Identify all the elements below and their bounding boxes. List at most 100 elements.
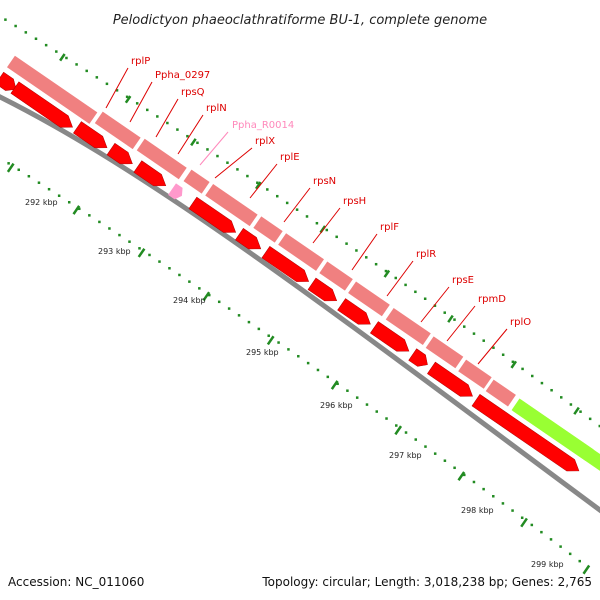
map-title: Pelodictyon phaeoclathratiforme BU-1, co…	[113, 13, 487, 28]
gene-leader-line	[105, 67, 129, 109]
tick-dot	[277, 341, 280, 344]
tick-dot	[115, 89, 119, 92]
tick-dot	[246, 174, 249, 178]
gene-label: Ppha_0297	[155, 70, 210, 81]
tick-dot	[105, 82, 109, 86]
gene-arrow	[10, 81, 73, 128]
kbp-label: 293 kbp	[98, 247, 131, 256]
tick-dot	[256, 181, 259, 185]
tick-major	[254, 181, 262, 190]
gene-block-outer	[278, 233, 324, 271]
tick-dot	[17, 168, 20, 172]
tick-dot	[326, 375, 330, 379]
tick-major	[266, 335, 275, 346]
tick-dot	[75, 63, 78, 66]
kbp-label: 296 kbp	[320, 401, 353, 410]
tick-dot	[236, 168, 239, 171]
tick-dot	[453, 466, 456, 470]
tick-dot	[472, 480, 476, 484]
tick-dot	[55, 50, 58, 53]
gene-leader-line	[199, 131, 229, 166]
tick-dot	[463, 473, 466, 477]
tick-dot	[65, 56, 68, 60]
gene-block-outer	[205, 183, 258, 227]
tick-dot	[217, 300, 221, 304]
gene-arrow	[369, 321, 410, 352]
tick-dot	[346, 389, 349, 392]
tick-dot	[395, 424, 398, 427]
gene-label: rplF	[380, 222, 399, 233]
tick-dot	[188, 280, 191, 283]
outer-gene-track	[6, 55, 600, 480]
tick-dot	[355, 396, 359, 399]
tick-dot	[365, 403, 369, 406]
gene-label: rplX	[255, 136, 275, 147]
gene-leader-line	[177, 114, 204, 155]
gene-leader-line	[386, 260, 414, 297]
gene-leader-line	[312, 207, 341, 244]
tick-dot	[305, 215, 309, 218]
gene-label: rpsE	[452, 275, 474, 286]
gene-leader-line	[477, 328, 508, 365]
tick-dot	[472, 332, 476, 335]
tick-dot	[44, 43, 48, 47]
tick-major	[202, 291, 211, 302]
tick-dot	[315, 221, 319, 225]
gene-leader-line	[129, 81, 153, 123]
gene-label: rplR	[416, 249, 436, 260]
gene-arrow	[73, 121, 108, 149]
kbp-label: 298 kbp	[461, 506, 494, 515]
tick-dot	[530, 523, 534, 527]
gene-block-outer	[136, 138, 187, 180]
tick-dot	[37, 181, 41, 184]
tick-dot	[501, 502, 505, 505]
tick-dot	[237, 314, 241, 317]
tick-dot	[531, 374, 534, 378]
tick-dot	[414, 438, 418, 441]
tick-dot	[540, 530, 543, 534]
tick-dot	[108, 227, 111, 230]
tick-dot	[206, 148, 209, 151]
tick-major	[137, 248, 146, 258]
tick-major	[510, 360, 518, 369]
tick-dot	[462, 325, 466, 328]
gene-leader-line	[351, 233, 378, 271]
tick-dot	[196, 141, 199, 145]
gene-label: rplN	[206, 103, 227, 114]
gene-label: rpsN	[313, 176, 336, 187]
tick-dot	[325, 228, 329, 232]
tick-dot	[267, 334, 270, 337]
gene-label: rpsH	[343, 196, 366, 207]
tick-dot	[47, 187, 51, 191]
tick-major	[447, 314, 454, 323]
tick-dot	[158, 260, 161, 263]
tick-dot	[176, 128, 179, 131]
tick-major	[394, 425, 403, 436]
gene-leader-line	[446, 305, 476, 342]
tick-dot	[34, 37, 38, 41]
gene-leader-line	[214, 147, 253, 179]
rna-arrow	[168, 183, 183, 200]
gene-block-outer	[485, 379, 516, 407]
tick-dot	[492, 346, 495, 349]
tick-dot	[85, 69, 88, 73]
tick-dot	[198, 287, 201, 290]
tick-dot	[125, 95, 129, 99]
tick-dot	[135, 102, 139, 105]
tick-dot	[404, 283, 407, 287]
gene-block-outer	[253, 216, 283, 243]
genome-summary: Topology: circular; Length: 3,018,238 bp…	[261, 575, 592, 589]
gene-arrow	[307, 277, 338, 302]
gene-leader-line	[420, 286, 450, 323]
tick-dot	[98, 220, 101, 224]
gene-arrow	[188, 196, 237, 233]
tick-dot	[578, 559, 581, 563]
tick-dot	[520, 516, 524, 519]
kbp-label: 294 kbp	[173, 296, 206, 305]
tick-dot	[521, 367, 524, 371]
tick-dot	[216, 154, 219, 158]
tick-dot	[482, 339, 485, 342]
gene-arrow	[471, 394, 580, 472]
tick-dot	[4, 18, 7, 21]
